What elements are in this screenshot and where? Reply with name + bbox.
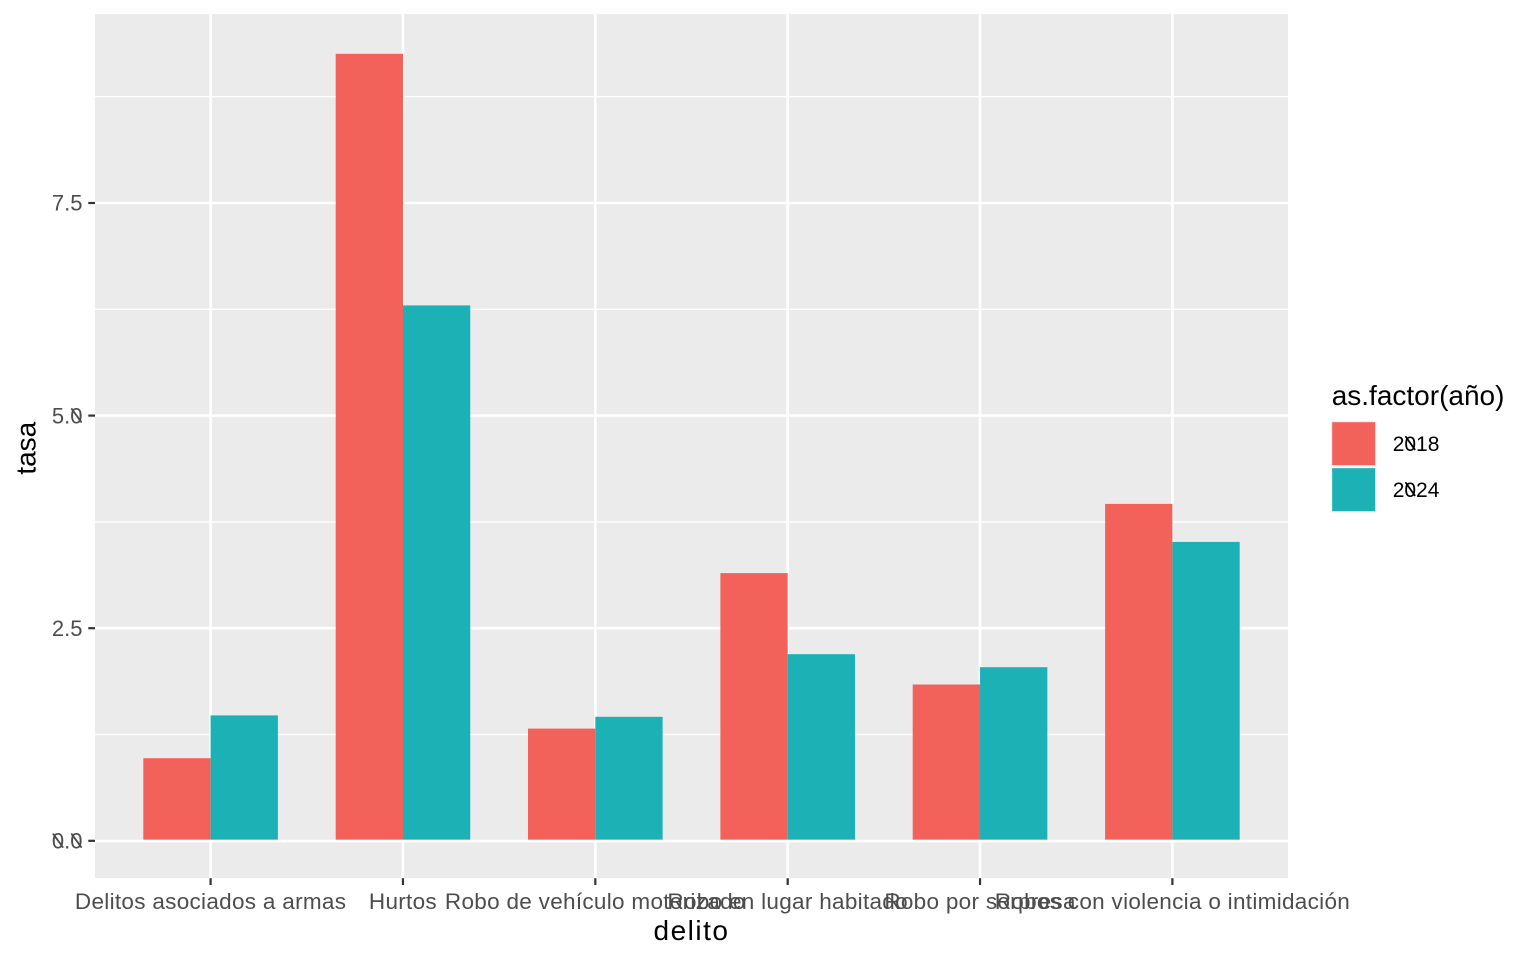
- svg-text:Robo de vehículo motorizado: Robo de vehículo motorizado: [445, 889, 746, 914]
- svg-text:2024: 2024: [1393, 479, 1440, 502]
- svg-text:Delitos asociados a armas: Delitos asociados a armas: [75, 889, 346, 914]
- svg-text:Robo en lugar habitado: Robo en lugar habitado: [667, 889, 908, 914]
- svg-text:2018: 2018: [1393, 433, 1440, 456]
- svg-text:Hurtos: Hurtos: [369, 889, 437, 914]
- svg-text:2.5: 2.5: [52, 616, 83, 641]
- svg-text:7.5: 7.5: [52, 191, 83, 216]
- svg-text:as.factor(año): as.factor(año): [1332, 380, 1505, 411]
- svg-text:tasa: tasa: [11, 421, 42, 474]
- svg-text:Robos con violencia o intimida: Robos con violencia o intimidación: [995, 889, 1350, 914]
- svg-text:Robo por sorpresa: Robo por sorpresa: [884, 889, 1076, 914]
- svg-text:delito: delito: [654, 915, 730, 946]
